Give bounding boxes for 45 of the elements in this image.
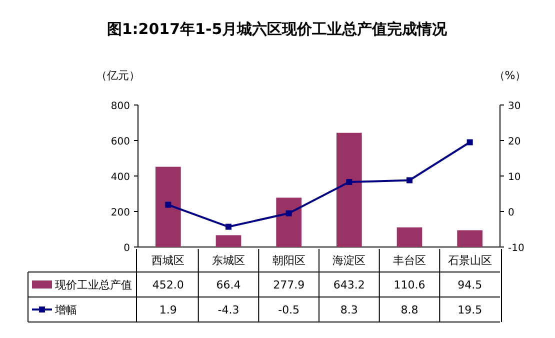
- legend-label: 现价工业总产值: [55, 278, 132, 292]
- point: [286, 210, 292, 216]
- x-tick-label: 石景山区: [448, 254, 492, 267]
- y2-tick-label: -10: [508, 243, 524, 254]
- point: [466, 139, 473, 146]
- bar: [216, 235, 242, 247]
- y-tick-label: 200: [110, 208, 130, 218]
- data-label: 66.4: [216, 278, 241, 292]
- data-label: -4.3: [218, 304, 240, 316]
- point: [346, 179, 352, 186]
- y2-tick-label: 0: [508, 208, 514, 218]
- y-tick-label: 400: [110, 172, 130, 183]
- bar: [336, 132, 362, 247]
- bar: [457, 230, 483, 247]
- legend-label: 增幅: [54, 304, 77, 316]
- data-label: 19.5: [458, 304, 482, 316]
- data-label: -0.5: [278, 304, 300, 316]
- point: [226, 224, 232, 230]
- data-label: 8.8: [400, 304, 418, 316]
- data-label: 94.5: [458, 278, 482, 292]
- x-tick-label: 海淀区: [332, 254, 366, 267]
- x-tick-label: 丰台区: [393, 254, 426, 267]
- chart-title: 图1:2017年1-5月城六区现价工业总产值完成情况: [106, 20, 448, 38]
- data-label: 643.2: [333, 278, 365, 292]
- data-label: 277.9: [273, 278, 305, 292]
- data-label: 110.6: [394, 278, 426, 292]
- y-tick-label: 0: [124, 243, 130, 254]
- bar: [396, 227, 422, 247]
- y-tick-label: 600: [110, 136, 130, 148]
- x-tick-label: 东城区: [212, 254, 245, 267]
- x-tick-label: 西城区: [152, 254, 185, 267]
- y2-axis-title: （%）: [494, 69, 526, 82]
- y-tick-label: 800: [110, 101, 130, 112]
- point: [165, 202, 172, 208]
- y-axis-title: （亿元）: [96, 69, 140, 82]
- bar: [276, 198, 302, 247]
- data-label: 1.9: [159, 304, 177, 316]
- data-label: 8.3: [340, 304, 358, 316]
- data-label: 452.0: [152, 278, 184, 292]
- y2-tick-label: 10: [508, 172, 521, 183]
- point: [406, 177, 412, 184]
- y2-tick-label: 20: [508, 136, 521, 148]
- bar: [155, 166, 181, 247]
- y2-tick-label: 30: [508, 101, 521, 112]
- x-tick-label: 朝阳区: [272, 254, 306, 267]
